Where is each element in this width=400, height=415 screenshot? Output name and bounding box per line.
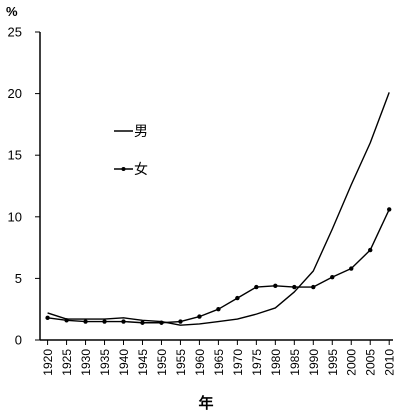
data-point: [330, 274, 335, 280]
data-point: [102, 319, 107, 324]
legend-item-male: 男: [114, 123, 148, 139]
data-point: [159, 320, 164, 325]
legend-marker-female: [121, 167, 126, 171]
x-tick-label: 1975: [250, 349, 264, 376]
data-point: [349, 266, 354, 271]
x-tick-label: 1980: [269, 349, 283, 376]
y-ticks: 0 5 10 15 20 25: [8, 25, 40, 348]
x-tick-label: 1920: [41, 349, 55, 376]
data-point: [311, 284, 316, 290]
y-tick-label: 20: [8, 86, 22, 101]
data-point: [178, 319, 183, 324]
data-point: [83, 319, 88, 324]
x-tick-label: 1985: [288, 349, 302, 376]
y-tick-label: 25: [8, 25, 22, 40]
x-tick-label: 1930: [79, 349, 93, 376]
x-tick-label: 1950: [155, 349, 169, 376]
data-point: [273, 283, 278, 288]
x-tick-label: 2005: [364, 349, 378, 376]
x-axis-label: 年: [198, 394, 213, 412]
x-tick-label: 1995: [326, 349, 340, 376]
y-tick-label: 10: [8, 209, 22, 224]
data-point: [197, 314, 202, 319]
y-tick-label: 15: [8, 148, 22, 163]
series-group: [45, 92, 392, 326]
x-tick-label: 1925: [60, 349, 74, 376]
x-tick-label: 2000: [345, 349, 359, 376]
x-tick-label: 1940: [117, 349, 131, 376]
y-tick-label: 0: [15, 333, 22, 348]
data-point: [235, 295, 240, 301]
data-point: [368, 247, 373, 253]
legend-label-male: 男: [134, 123, 148, 139]
y-axis-label: %: [6, 4, 18, 19]
x-tick-label: 1945: [136, 349, 150, 376]
legend-label-female: 女: [134, 161, 148, 177]
axes: [39, 32, 393, 341]
series-line-male: [47, 92, 390, 326]
data-point: [254, 284, 259, 290]
data-point: [121, 319, 126, 324]
data-point: [64, 318, 69, 323]
data-point: [45, 315, 50, 321]
x-tick-label: 1955: [174, 349, 188, 376]
x-tick-label: 2010: [383, 349, 397, 376]
x-tick-label: 1965: [212, 349, 226, 376]
x-tick-label: 1960: [193, 349, 207, 376]
data-point: [387, 207, 392, 212]
legend: 男 女: [114, 123, 148, 177]
series-line-female: [47, 209, 390, 324]
y-tick-label: 5: [15, 271, 22, 286]
x-ticks: 1920 1925 1930 1935 1940 1945 1950 1955 1960 1965…: [41, 340, 397, 376]
data-point: [216, 307, 221, 312]
legend-item-female: 女: [114, 161, 148, 177]
x-tick-label: 1990: [307, 349, 321, 376]
x-tick-label: 1970: [231, 349, 245, 376]
data-point: [140, 320, 145, 325]
data-point: [292, 284, 297, 290]
x-tick-label: 1935: [98, 349, 112, 376]
